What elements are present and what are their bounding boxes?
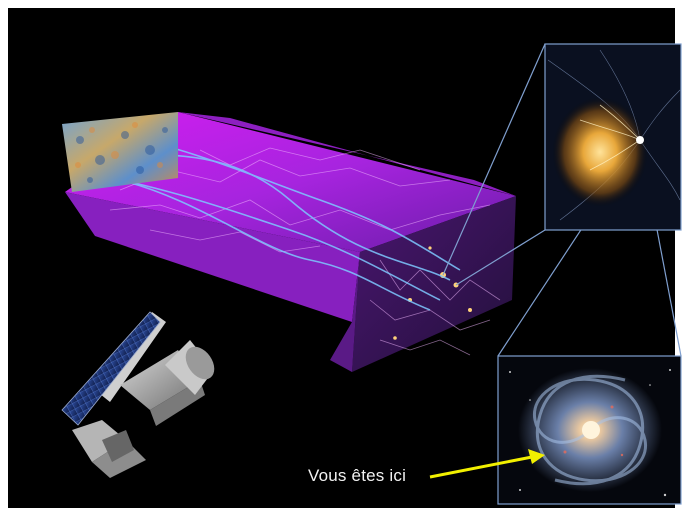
galaxy-nucleus (582, 421, 600, 439)
spiral-arms (533, 374, 647, 486)
cmb-spots (76, 127, 168, 183)
cube-front-face (65, 192, 360, 322)
solar-panel (61, 311, 161, 426)
spiral-galaxy-inset (497, 355, 682, 505)
you-are-here-label: Vous êtes ici (308, 466, 407, 485)
dark-matter-halo-inset (544, 43, 682, 231)
cosmic-web-box (62, 112, 516, 372)
here-arrow (429, 449, 545, 479)
halo-center (636, 136, 644, 144)
satellite (61, 311, 215, 478)
cmb-map (62, 112, 178, 192)
halo-glow (552, 97, 648, 207)
